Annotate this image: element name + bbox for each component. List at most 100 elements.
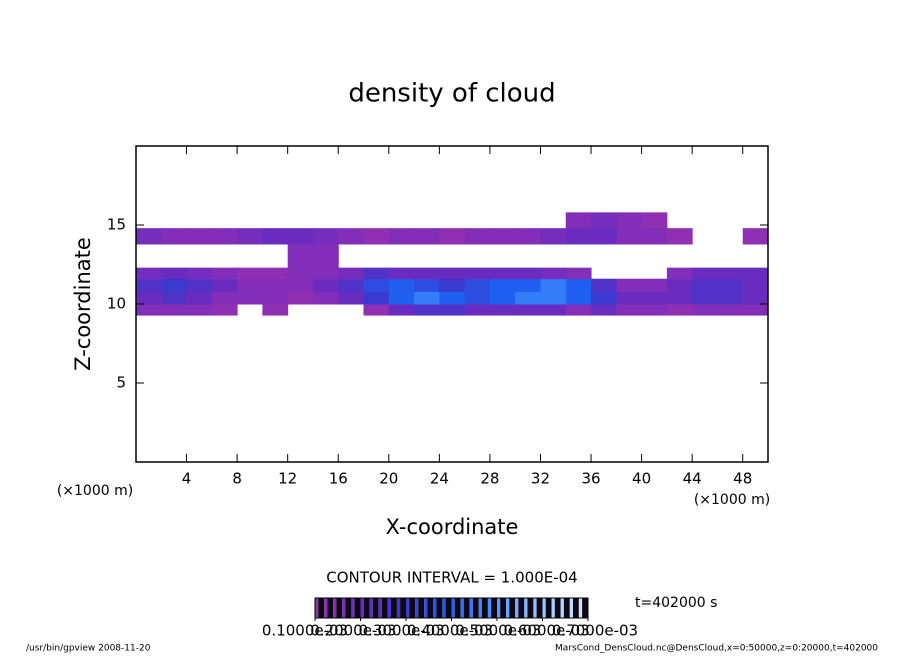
colorbar-stripe bbox=[333, 598, 337, 618]
cell bbox=[338, 291, 365, 305]
colorbar-gap bbox=[418, 598, 425, 618]
x-tick-label: 44 bbox=[683, 470, 702, 488]
cell bbox=[692, 267, 718, 280]
cell bbox=[439, 267, 466, 280]
x-tick-label: 28 bbox=[480, 470, 499, 488]
cell bbox=[515, 267, 541, 280]
cell bbox=[489, 291, 516, 305]
colorbar-stripe bbox=[533, 598, 537, 618]
cell bbox=[565, 278, 592, 292]
cell bbox=[641, 212, 668, 229]
cell bbox=[591, 228, 617, 245]
cell bbox=[161, 278, 188, 292]
cell bbox=[565, 228, 592, 245]
cell bbox=[692, 291, 718, 305]
cell bbox=[666, 267, 693, 280]
cell bbox=[540, 278, 567, 292]
x-tick-label: 32 bbox=[531, 470, 550, 488]
colorbar-stripe bbox=[424, 598, 428, 618]
cell bbox=[565, 304, 592, 316]
cell bbox=[161, 228, 188, 245]
colorbar-stripe bbox=[396, 598, 401, 618]
colorbar-stripe bbox=[324, 598, 328, 618]
chart-title: density of cloud bbox=[348, 79, 555, 109]
colorbar-gap bbox=[400, 598, 406, 618]
footer-right: MarsCond_DensCloud.nc@DensCloud,x=0:5000… bbox=[555, 644, 878, 654]
colorbar-gap bbox=[390, 598, 397, 618]
cell bbox=[388, 304, 415, 316]
colorbar-stripe bbox=[415, 598, 419, 618]
cell bbox=[262, 291, 289, 305]
colorbar-gap bbox=[563, 598, 570, 618]
colorbar-gap bbox=[518, 598, 525, 618]
x-tick-label: 40 bbox=[632, 470, 651, 488]
cell bbox=[666, 291, 693, 305]
cell bbox=[363, 304, 390, 316]
cell bbox=[717, 267, 744, 280]
colorbar-label: 0.3000e-03 bbox=[359, 622, 445, 640]
cell bbox=[136, 228, 162, 245]
cell bbox=[312, 228, 339, 245]
colorbar-label: 0.5000e-03 bbox=[455, 622, 541, 640]
colorbar-label: 0.4000e-03 bbox=[407, 622, 493, 640]
cell bbox=[540, 267, 567, 280]
x-tick-label: 8 bbox=[232, 470, 242, 488]
colorbar-stripe bbox=[578, 598, 583, 618]
cell bbox=[414, 304, 440, 316]
cell bbox=[616, 304, 643, 316]
cell bbox=[439, 304, 466, 316]
colorbar-gap bbox=[509, 598, 516, 618]
cell bbox=[136, 267, 162, 280]
cell bbox=[186, 228, 213, 245]
cell bbox=[136, 304, 162, 316]
cell bbox=[136, 291, 162, 305]
cell bbox=[161, 304, 188, 316]
cell bbox=[515, 304, 541, 316]
colorbar-gap bbox=[582, 598, 588, 618]
colorbar-label: 0.2000e-03 bbox=[310, 622, 396, 640]
cell bbox=[211, 278, 238, 292]
x-tick-label: 16 bbox=[329, 470, 348, 488]
cell bbox=[666, 304, 693, 316]
cell bbox=[439, 291, 466, 305]
cell bbox=[136, 278, 162, 292]
cell bbox=[489, 228, 516, 245]
cell bbox=[186, 291, 213, 305]
colorbar-stripe bbox=[506, 598, 510, 618]
cell bbox=[666, 278, 693, 292]
cell bbox=[692, 304, 718, 316]
cell bbox=[717, 304, 744, 316]
cell bbox=[540, 291, 567, 305]
cell bbox=[717, 278, 744, 292]
colorbar-gap bbox=[427, 598, 434, 618]
cell bbox=[742, 278, 769, 292]
cell bbox=[641, 278, 668, 292]
footer-left: /usr/bin/gpview 2008-11-20 bbox=[26, 644, 151, 654]
cell bbox=[287, 228, 314, 245]
cell bbox=[237, 267, 263, 280]
x-tick-label: 12 bbox=[278, 470, 297, 488]
cell bbox=[489, 304, 516, 316]
cell bbox=[186, 278, 213, 292]
x-tick-label: 36 bbox=[581, 470, 600, 488]
y-unit: (×1000 m) bbox=[57, 483, 133, 499]
cell bbox=[439, 278, 466, 292]
cell bbox=[515, 278, 541, 292]
x-unit: (×1000 m) bbox=[694, 492, 770, 508]
colorbar-gap bbox=[363, 598, 370, 618]
cell bbox=[211, 267, 238, 280]
time-label: t=402000 s bbox=[635, 595, 717, 611]
cell bbox=[161, 291, 188, 305]
cell bbox=[211, 291, 238, 305]
cell bbox=[464, 304, 491, 316]
colorbar-label: 0.7000e-03 bbox=[552, 622, 638, 640]
cell bbox=[312, 291, 339, 305]
cell bbox=[338, 278, 365, 292]
colorbar-gap bbox=[372, 598, 379, 618]
colorbar-gap bbox=[445, 598, 452, 618]
cell bbox=[515, 228, 541, 245]
cell bbox=[363, 267, 390, 280]
cell bbox=[262, 267, 289, 280]
colorbar-stripe bbox=[497, 598, 501, 618]
colorbar-gap bbox=[500, 598, 507, 618]
